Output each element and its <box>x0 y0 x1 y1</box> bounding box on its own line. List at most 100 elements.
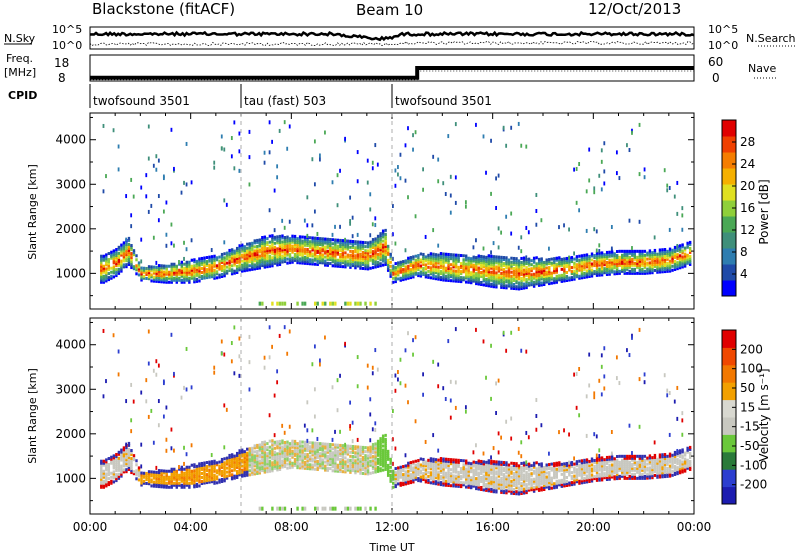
power-scatter <box>517 245 520 250</box>
velocity-scatter <box>306 400 309 405</box>
power-cell <box>475 264 478 268</box>
velocity-cell <box>195 472 199 476</box>
power-cell <box>185 272 189 276</box>
velocity-cell <box>303 440 307 444</box>
velocity-cell <box>392 471 395 475</box>
power-cell <box>329 248 332 252</box>
power-cell <box>344 241 347 245</box>
velocity-cell <box>301 458 304 462</box>
velocity-cell <box>218 468 221 472</box>
velocity-scatter <box>497 450 500 455</box>
power-cell <box>200 258 204 262</box>
power-cell <box>548 268 551 272</box>
power-cell <box>490 262 493 266</box>
power-cell <box>490 256 493 260</box>
velocity-cell <box>482 480 485 484</box>
power-cell <box>598 267 601 271</box>
velocity-cell <box>233 476 236 480</box>
power-cell <box>100 256 103 260</box>
power-cell <box>651 259 654 263</box>
velocity-cell <box>384 465 387 469</box>
power-cell <box>563 265 566 269</box>
velocity-scatter <box>316 436 319 441</box>
velocity-cell <box>246 473 249 477</box>
power-cell <box>263 261 267 265</box>
velocity-cell <box>220 465 224 469</box>
power-cell <box>364 253 367 257</box>
power-cell <box>477 254 480 258</box>
power-cell <box>658 256 662 260</box>
velocity-scatter <box>102 328 105 333</box>
power-scatter <box>303 218 306 223</box>
velocity-cell <box>412 480 415 484</box>
velocity-cell <box>225 456 229 460</box>
velocity-scatter <box>392 437 394 442</box>
velocity-scatter <box>397 377 399 382</box>
velocity-scatter <box>220 339 223 344</box>
power-cell <box>228 250 231 254</box>
power-cell <box>115 260 118 264</box>
velocity-cell <box>344 452 347 456</box>
power-cell <box>454 265 458 269</box>
power-cell <box>417 262 420 266</box>
velocity-cell <box>313 447 317 451</box>
power-cell <box>615 270 619 274</box>
velocity-cell <box>432 477 435 481</box>
power-cell <box>344 243 347 247</box>
power-cell <box>336 248 340 252</box>
velocity-cell <box>278 459 282 463</box>
power-cell <box>329 244 332 248</box>
power-cell <box>228 256 231 260</box>
power-cell <box>366 249 370 253</box>
power-cell <box>558 274 561 278</box>
velocity-cell <box>381 434 385 438</box>
power-scatter <box>102 189 105 194</box>
velocity-cell <box>298 464 302 468</box>
power-cell <box>170 262 173 266</box>
velocity-cell <box>490 489 493 493</box>
power-cell <box>349 259 352 263</box>
velocity-cell <box>230 457 234 461</box>
power-cell <box>663 248 667 252</box>
velocity-cell <box>263 452 267 456</box>
velocity-cell <box>366 446 370 450</box>
power-cell <box>437 253 440 257</box>
power-scatter <box>497 245 500 250</box>
power-cell <box>563 261 566 265</box>
velocity-cell <box>256 469 259 473</box>
power-cell <box>316 242 319 246</box>
velocity-cell <box>258 461 262 465</box>
power-cell <box>334 240 337 244</box>
velocity-cell <box>477 477 480 481</box>
power-cell <box>404 269 407 273</box>
power-cell <box>258 262 262 266</box>
power-cell <box>545 270 548 274</box>
power-cell <box>555 262 558 266</box>
velocity-cell <box>485 466 488 470</box>
velocity-scatter <box>162 414 165 419</box>
velocity-cell <box>475 479 478 483</box>
velocity-cell <box>427 462 430 466</box>
power-cell <box>600 269 604 273</box>
power-cell <box>467 274 470 278</box>
velocity-cell <box>452 460 455 464</box>
velocity-cell <box>313 449 317 453</box>
power-cell <box>633 255 636 259</box>
power-scatter <box>563 223 565 228</box>
velocity-cell <box>263 460 267 464</box>
power-cell <box>356 240 360 244</box>
power-cell <box>487 262 491 266</box>
power-cell <box>505 276 508 280</box>
power-cell <box>223 252 226 256</box>
velocity-cell <box>293 445 297 449</box>
velocity-cell <box>412 470 415 474</box>
velocity-cell <box>253 462 256 466</box>
velocity-cell <box>467 479 470 483</box>
velocity-cell <box>235 471 239 475</box>
power-scatter <box>306 233 309 238</box>
power-cell <box>668 259 672 263</box>
velocity-cell <box>283 457 287 461</box>
velocity-cell <box>379 447 382 451</box>
power-cell <box>256 254 259 258</box>
velocity-cell <box>429 457 433 461</box>
